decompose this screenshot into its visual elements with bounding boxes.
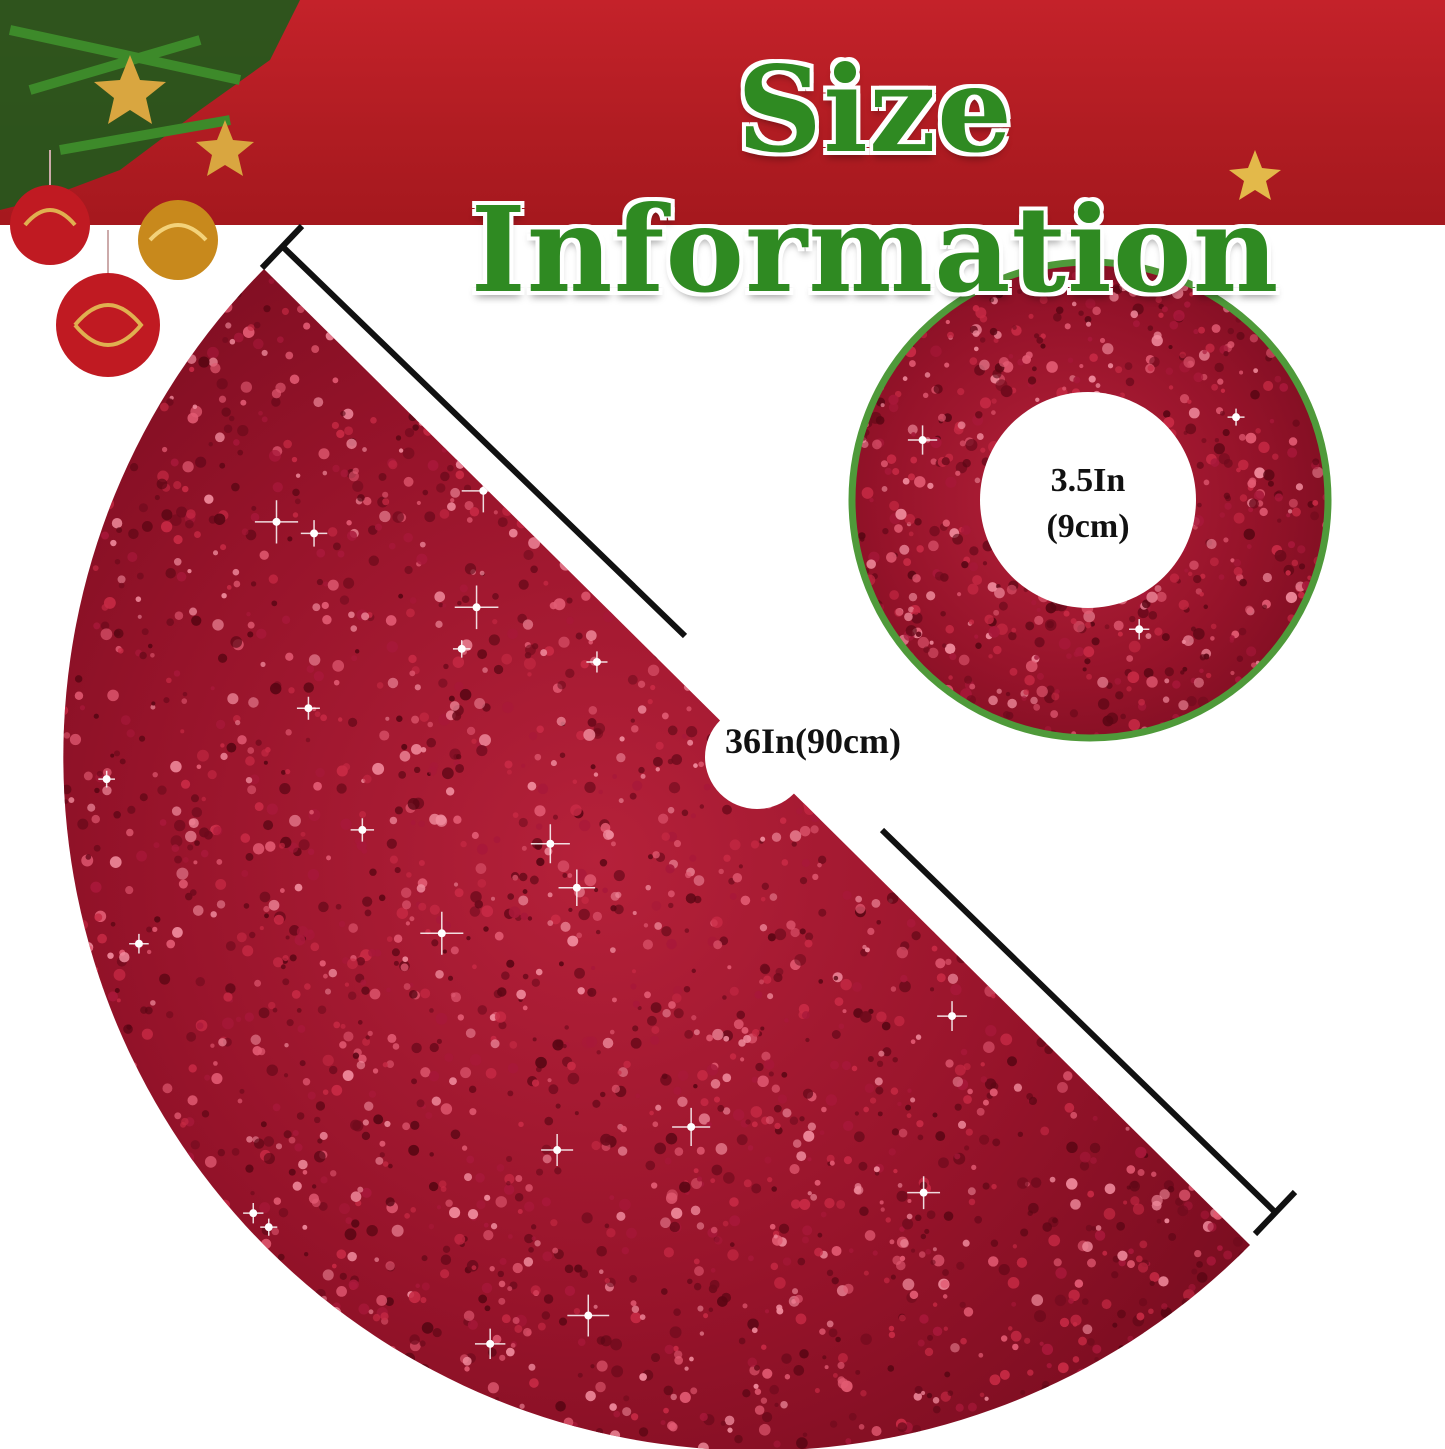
page-title: Size Information	[469, 39, 1280, 321]
hole-size-inches: 3.5In	[1050, 462, 1126, 499]
center-hole	[705, 705, 809, 809]
diameter-label: 36In(90cm)	[725, 721, 901, 761]
gold-star-icon	[94, 55, 1281, 200]
ornament-ball-icon	[10, 150, 218, 377]
hole-size-label: 3.5In (9cm)	[1000, 458, 1176, 550]
pine-branch-icon	[0, 0, 300, 210]
hole-size-cm: (9cm)	[1046, 508, 1130, 545]
diameter-measure-line	[259, 223, 1298, 1237]
